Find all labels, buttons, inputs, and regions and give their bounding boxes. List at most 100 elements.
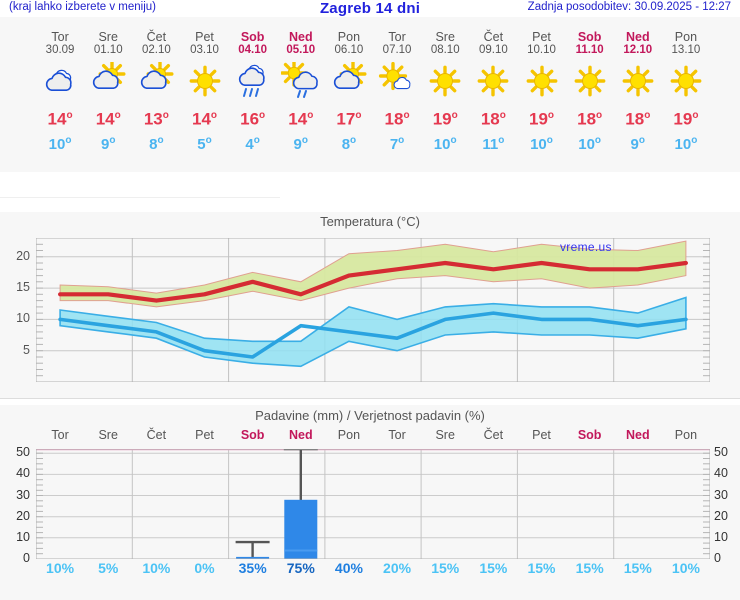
precip-day-label: Sre (435, 428, 455, 442)
temp-y-tick: 15 (16, 280, 30, 295)
precip-day-label: Čet (146, 428, 167, 442)
max-temperature: 14o (191, 109, 218, 129)
partly-cloudy-icon (323, 61, 375, 101)
sunny-icon (419, 61, 471, 101)
precip-y-tick-right: 20 (714, 508, 728, 523)
sun-small-cloud-icon (371, 61, 423, 101)
day-column-6[interactable]: Ned 05.10 14o 9o (275, 17, 327, 155)
separator-hairline (0, 197, 280, 198)
day-name: Sre (435, 30, 455, 44)
day-date: 04.10 (238, 44, 268, 56)
precip-y-tick-right: 50 (714, 445, 728, 460)
min-temperature: 8o (149, 134, 164, 153)
min-temperature: 10o (48, 134, 72, 153)
precip-day-label: Pon (674, 428, 698, 442)
sunny-icon (467, 61, 519, 101)
day-name: Pon (337, 30, 361, 44)
day-name: Pon (674, 30, 698, 44)
precip-day-label: Tor (51, 428, 69, 442)
precip-probability: 15% (479, 560, 508, 576)
day-date: 06.10 (334, 44, 364, 56)
min-temperature: 10o (674, 134, 698, 153)
temp-y-tick: 10 (16, 311, 30, 326)
sunny-icon (660, 61, 712, 101)
last-update-text: Zadnja posodobitev: 30.09.2025 - 12:27 (527, 1, 731, 13)
min-temperature: 4o (245, 134, 260, 153)
min-temperature: 9o (293, 134, 308, 153)
daily-forecast-strip: Tor 30.09 14o 10o Sre 01.10 14o 9o Čet 02.10 13… (0, 17, 740, 172)
min-temperature: 10o (578, 134, 602, 153)
precip-probability: 40% (334, 560, 363, 576)
precip-y-tick-left: 10 (16, 529, 30, 544)
day-column-13[interactable]: Ned 12.10 18o 9o (612, 17, 664, 155)
precipitation-plot (35, 447, 711, 560)
day-name: Tor (388, 30, 406, 44)
day-date: 12.10 (623, 44, 653, 56)
day-date: 30.09 (45, 44, 75, 56)
temperature-plot (36, 238, 710, 382)
day-column-14[interactable]: Pon 13.10 19o 10o (660, 17, 712, 155)
precip-probability: 35% (238, 560, 267, 576)
precip-y-tick-right: 40 (714, 466, 728, 481)
day-column-4[interactable]: Pet 03.10 14o 5o (179, 17, 231, 155)
min-temperature: 10o (530, 134, 553, 153)
day-date: 02.10 (141, 44, 171, 56)
day-name: Sob (240, 30, 265, 44)
min-temperature: 7o (389, 134, 405, 153)
partly-cloudy-icon (82, 61, 134, 101)
precip-day-label: Pet (532, 428, 551, 442)
day-date: 08.10 (430, 44, 460, 56)
day-date: 10.10 (527, 44, 556, 56)
precip-y-tick-left: 40 (16, 466, 30, 481)
precip-y-tick-left: 0 (23, 551, 30, 565)
day-column-7[interactable]: Pon 06.10 17o 8o (323, 17, 375, 155)
precip-probability: 15% (623, 560, 652, 576)
precip-day-label: Tor (388, 428, 406, 442)
day-name: Pet (195, 30, 214, 44)
day-column-5[interactable]: Sob 04.10 16o 4o (227, 17, 279, 155)
partly-cloudy-icon (130, 61, 182, 101)
precip-day-label: Sob (240, 428, 265, 442)
day-date: 05.10 (286, 44, 316, 56)
max-temperature: 18o (577, 109, 603, 129)
sunny-icon (179, 61, 231, 101)
precip-probability: 0% (194, 560, 215, 576)
precip-y-tick-left: 20 (16, 508, 30, 523)
precip-day-label: Ned (288, 428, 313, 442)
max-temperature: 19o (528, 109, 555, 129)
max-temperature: 14o (47, 109, 73, 129)
day-column-2[interactable]: Sre 01.10 14o 9o (82, 17, 134, 155)
day-date: 09.10 (478, 44, 508, 56)
day-name: Ned (625, 30, 650, 44)
section-separator-1 (0, 172, 740, 212)
location-hint: (kraj lahko izberete v meniju) (9, 1, 157, 13)
day-column-9[interactable]: Sre 08.10 19o 10o (419, 17, 471, 155)
day-name: Sob (577, 30, 602, 44)
precip-day-label: Sob (577, 428, 602, 442)
min-temperature: 11o (482, 134, 505, 153)
temperature-chart-title: Temperatura (°C) (320, 214, 420, 229)
page-header: (kraj lahko izberete v meniju) Zagreb 14… (0, 0, 740, 17)
day-column-11[interactable]: Pet 10.10 19o 10o (516, 17, 568, 155)
day-column-8[interactable]: Tor 07.10 18o 7o (371, 17, 423, 155)
max-temperature: 18o (480, 109, 506, 129)
day-column-1[interactable]: Tor 30.09 14o 10o (34, 17, 86, 155)
day-column-3[interactable]: Čet 02.10 13o 8o (130, 17, 182, 155)
page-title: Zagreb 14 dni (319, 0, 421, 17)
rain-icon (227, 61, 279, 101)
precipitation-chart-section: Padavine (mm) / Verjetnost padavin (%) T… (0, 405, 740, 600)
min-temperature: 8o (341, 134, 357, 153)
min-temperature: 9o (630, 134, 645, 153)
day-name: Čet (483, 30, 504, 44)
day-column-12[interactable]: Sob 11.10 18o 10o (564, 17, 616, 155)
day-date: 07.10 (382, 44, 412, 56)
sunny-icon (612, 61, 664, 101)
day-column-10[interactable]: Čet 09.10 18o 11o (467, 17, 519, 155)
precipitation-day-labels: Tor Sre Čet Pet Sob Ned Pon Tor Sre Čet Pet Sob Ned P… (0, 428, 740, 444)
precip-probability: 15% (431, 560, 460, 576)
max-temperature: 16o (240, 109, 266, 129)
precip-probability: 10% (671, 560, 700, 576)
temp-y-tick: 20 (16, 248, 30, 263)
precip-probability: 15% (527, 560, 556, 576)
precipitation-probability-row: 10% 5% 10% 0% 35% 75% 40% 20% 15% 15% 15% 15% 15% 10% (0, 560, 740, 580)
